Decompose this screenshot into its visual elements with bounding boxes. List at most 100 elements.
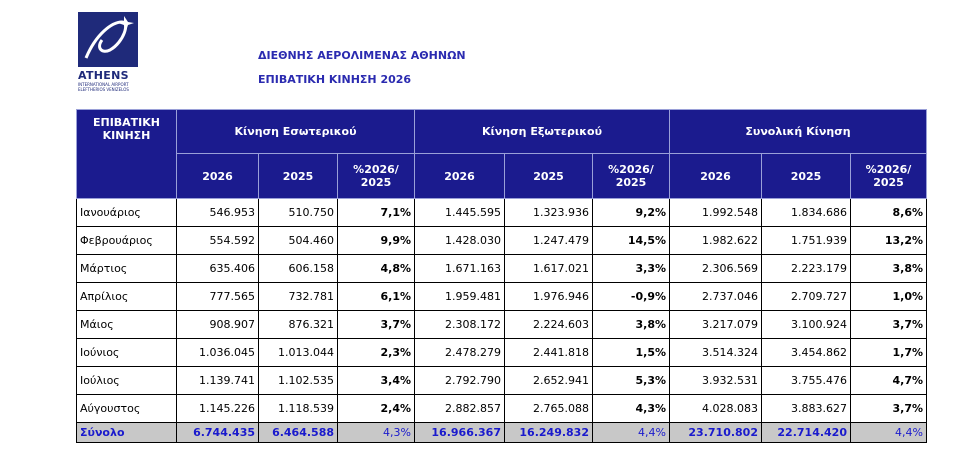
total-cell: 16.249.832 [504,422,593,443]
value-cell: 3.883.627 [761,394,851,423]
percent-cell: 3,8% [850,254,927,283]
table-row: Ιανουάριος 546.953 510.750 7,1% 1.445.595 1.3… [76,198,927,227]
value-cell: 1.247.479 [504,226,593,255]
value-cell: 1.751.939 [761,226,851,255]
percent-cell: 4,7% [850,366,927,395]
value-cell: 546.953 [176,198,259,227]
column-header: %2026/ 2025 [592,153,670,199]
percent-cell: 6,1% [337,282,415,311]
percent-cell: 4,8% [337,254,415,283]
value-cell: 732.781 [258,282,338,311]
value-cell: 3.454.862 [761,338,851,367]
month-label: Ιανουάριος [76,198,177,227]
group-header-international: Κίνηση Εξωτερικού [414,109,670,154]
value-cell: 1.445.595 [414,198,505,227]
percent-cell: -0,9% [592,282,670,311]
value-cell: 606.158 [258,254,338,283]
logo-name: ATHENS [78,69,129,82]
table-row: Μάιος 908.907 876.321 3,7% 2.308.172 2.224.60… [76,310,927,339]
table-row: Ιούλιος 1.139.741 1.102.535 3,4% 2.792.790 2.… [76,366,927,395]
column-header: 2025 [504,153,593,199]
value-cell: 1.992.548 [669,198,762,227]
table-row: Αύγουστος 1.145.226 1.118.539 2,4% 2.882.857… [76,394,927,423]
value-cell: 3.217.079 [669,310,762,339]
value-cell: 2.652.941 [504,366,593,395]
percent-cell: 1,7% [850,338,927,367]
month-label: Αύγουστος [76,394,177,423]
value-cell: 908.907 [176,310,259,339]
value-cell: 3.514.324 [669,338,762,367]
total-cell: 6.744.435 [176,422,259,443]
subheader-row: 2026 2025 %2026/ 2025 2026 2025 %2026/ 2025 20… [77,153,927,199]
percent-cell: 9,9% [337,226,415,255]
value-cell: 1.976.946 [504,282,593,311]
value-cell: 3.932.531 [669,366,762,395]
logo-emblem [78,12,138,67]
month-label: Ιούνιος [76,338,177,367]
percent-cell: 1,0% [850,282,927,311]
value-cell: 2.441.818 [504,338,593,367]
value-cell: 777.565 [176,282,259,311]
percent-cell: 3,3% [592,254,670,283]
percent-cell: 4,3% [592,394,670,423]
table-body: Ιανουάριος 546.953 510.750 7,1% 1.445.595 1.3… [76,198,927,443]
group-header-domestic: Κίνηση Εσωτερικού [176,109,415,154]
percent-cell: 3,7% [337,310,415,339]
value-cell: 1.118.539 [258,394,338,423]
value-cell: 3.755.476 [761,366,851,395]
value-cell: 2.308.172 [414,310,505,339]
value-cell: 1.145.226 [176,394,259,423]
airplane-swoosh-icon [84,16,134,59]
value-cell: 1.013.044 [258,338,338,367]
percent-cell: 2,3% [337,338,415,367]
total-cell: 22.714.420 [761,422,851,443]
column-header: %2026/ 2025 [850,153,927,199]
month-label: Απρίλιος [76,282,177,311]
total-cell: 4,4% [850,422,927,443]
value-cell: 2.765.088 [504,394,593,423]
corner-header: ΕΠΙΒΑΤΙΚΗ ΚΙΝΗΣΗ [76,109,177,199]
value-cell: 510.750 [258,198,338,227]
logo-subtitle-2: ELEFTHERIOS VENIZELOS [78,87,129,92]
percent-cell: 8,6% [850,198,927,227]
total-cell: 23.710.802 [669,422,762,443]
percent-cell: 14,5% [592,226,670,255]
column-header: 2026 [176,153,259,199]
value-cell: 554.592 [176,226,259,255]
value-cell: 1.102.535 [258,366,338,395]
total-row: Σύνολο 6.744.435 6.464.588 4,3% 16.966.367 16… [76,422,927,443]
value-cell: 1.323.936 [504,198,593,227]
value-cell: 1.428.030 [414,226,505,255]
logo-subtitle: INTERNATIONAL AIRPORT [78,82,129,87]
percent-cell: 3,4% [337,366,415,395]
total-cell: 4,4% [592,422,670,443]
value-cell: 504.460 [258,226,338,255]
value-cell: 1.834.686 [761,198,851,227]
table-row: Απρίλιος 777.565 732.781 6,1% 1.959.481 1.976… [76,282,927,311]
total-label: Σύνολο [76,422,177,443]
table-row: Φεβρουάριος 554.592 504.460 9,9% 1.428.030 1.… [76,226,927,255]
value-cell: 635.406 [176,254,259,283]
report-titles: ΔΙΕΘΝΗΣ ΑΕΡΟΛΙΜΕΝΑΣ ΑΘΗΝΩΝ ΕΠΙΒΑΤΙΚΗ ΚΙΝ… [258,49,466,97]
column-header: 2025 [761,153,851,199]
value-cell: 2.478.279 [414,338,505,367]
percent-cell: 7,1% [337,198,415,227]
value-cell: 2.792.790 [414,366,505,395]
table-row: Μάρτιος 635.406 606.158 4,8% 1.671.163 1.617.… [76,254,927,283]
total-cell: 6.464.588 [258,422,338,443]
table-row: Ιούνιος 1.036.045 1.013.044 2,3% 2.478.279 2.… [76,338,927,367]
group-header-total: Συνολική Κίνηση [669,109,927,154]
value-cell: 2.223.179 [761,254,851,283]
value-cell: 1.959.481 [414,282,505,311]
percent-cell: 3,7% [850,394,927,423]
value-cell: 2.306.569 [669,254,762,283]
value-cell: 4.028.083 [669,394,762,423]
percent-cell: 13,2% [850,226,927,255]
athens-airport-logo: ATHENS INTERNATIONAL AIRPORT ELEFTHERIOS… [78,12,144,92]
value-cell: 2.709.727 [761,282,851,311]
column-header: %2026/ 2025 [337,153,415,199]
value-cell: 2.224.603 [504,310,593,339]
value-cell: 1.617.021 [504,254,593,283]
value-cell: 2.737.046 [669,282,762,311]
value-cell: 3.100.924 [761,310,851,339]
